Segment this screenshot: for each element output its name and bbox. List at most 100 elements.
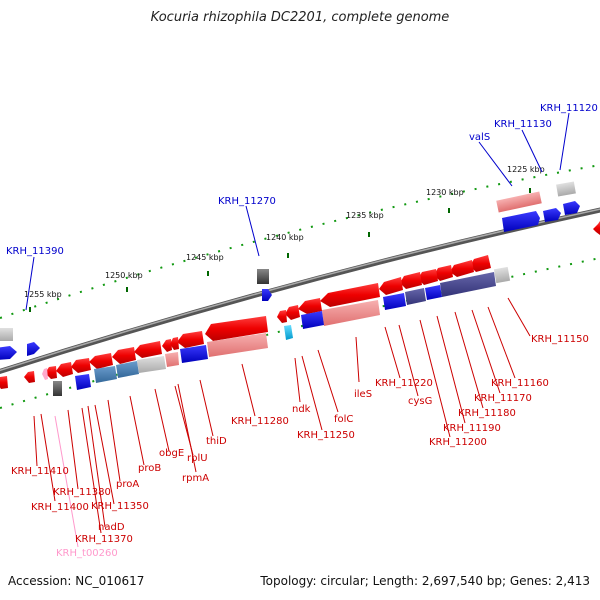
scale-label: 1250 kbp — [105, 271, 143, 280]
gene-label[interactable]: KRH_11120 — [540, 103, 598, 114]
gene-feature[interactable] — [45, 366, 57, 379]
gene-feature[interactable] — [27, 342, 40, 356]
gene-feature[interactable] — [425, 285, 442, 300]
gene-feature[interactable] — [162, 339, 172, 352]
gene-feature[interactable] — [71, 358, 91, 373]
gene-feature[interactable] — [134, 341, 162, 358]
gene-label[interactable]: KRH_11170 — [474, 393, 532, 404]
gene-label[interactable]: rplU — [187, 453, 208, 464]
gene-label[interactable]: ileS — [354, 389, 372, 400]
gene-feature[interactable] — [284, 325, 293, 340]
gene-label[interactable]: KRH_11160 — [491, 378, 549, 389]
gene-label[interactable]: KRH_11270 — [218, 196, 276, 207]
gene-label[interactable]: rpmA — [182, 473, 209, 484]
gene-feature[interactable] — [207, 333, 268, 357]
gene-feature[interactable] — [116, 361, 139, 378]
forward-genes — [0, 181, 580, 360]
gene-feature[interactable] — [137, 356, 166, 373]
gene-feature[interactable] — [94, 366, 117, 383]
scale-label: 1255 kbp — [24, 290, 62, 299]
gene-feature[interactable] — [493, 266, 511, 284]
gene-feature[interactable] — [450, 260, 474, 277]
reverse-genes — [0, 221, 600, 389]
gene-feature[interactable] — [262, 289, 272, 301]
inner-label-connectors — [33, 297, 531, 534]
lower-row-genes — [53, 266, 511, 396]
gene-feature[interactable] — [556, 181, 576, 197]
gene-label[interactable]: KRH_11130 — [494, 119, 552, 130]
gene-label[interactable]: KRH_11180 — [458, 408, 516, 419]
accession-text: Accession: NC_010617 — [8, 574, 145, 588]
trna-label[interactable]: KRH_t00260 — [56, 548, 118, 559]
gene-feature[interactable] — [496, 191, 542, 213]
gene-label[interactable]: KRH_11200 — [429, 437, 487, 448]
gene-feature[interactable] — [0, 346, 17, 360]
gene-feature[interactable] — [180, 345, 208, 363]
gene-label[interactable]: KRH_11280 — [231, 416, 289, 427]
gene-label[interactable]: KRH_11150 — [531, 334, 589, 345]
gene-label[interactable]: thiD — [206, 436, 227, 447]
map-title: Kocuria rhizophila DC2201, complete geno… — [150, 10, 450, 25]
gene-feature[interactable] — [320, 283, 380, 307]
gene-label[interactable]: folC — [334, 414, 353, 425]
gene-feature[interactable] — [56, 362, 73, 377]
gene-label[interactable]: proA — [116, 479, 139, 490]
gene-feature[interactable] — [593, 221, 600, 235]
gene-label[interactable]: KRH_11250 — [297, 430, 355, 441]
outer-label-connectors — [25, 112, 570, 311]
gene-label[interactable]: KRH_11190 — [443, 423, 501, 434]
scale-label: 1230 kbp — [426, 188, 464, 197]
gene-feature[interactable] — [322, 300, 380, 326]
scale-label: 1235 kbp — [346, 211, 384, 220]
gene-feature[interactable] — [205, 316, 268, 341]
gene-label[interactable]: proB — [138, 463, 161, 474]
gene-feature[interactable] — [277, 310, 287, 323]
scale-label: 1225 kbp — [507, 165, 545, 174]
gene-label[interactable]: KRH_11380 — [53, 487, 111, 498]
gene-feature[interactable] — [440, 272, 496, 297]
scale-ring-outer — [0, 164, 600, 319]
gene-feature[interactable] — [405, 288, 426, 305]
outer-gene-labels: KRH_11120 KRH_11130 valS KRH_11270 KRH_1… — [6, 103, 598, 257]
gene-feature[interactable] — [400, 272, 422, 289]
gene-label[interactable]: ndk — [292, 404, 311, 415]
gene-feature[interactable] — [89, 353, 113, 369]
gene-feature[interactable] — [53, 381, 62, 396]
gene-feature[interactable] — [434, 265, 453, 281]
gene-feature[interactable] — [298, 298, 322, 314]
inner-gene-labels: KRH_11150 KRH_11160 KRH_11170 KRH_11180 … — [11, 334, 589, 559]
gene-feature[interactable] — [24, 371, 35, 383]
gene-label[interactable]: obgE — [159, 448, 184, 459]
gene-feature[interactable] — [177, 331, 204, 348]
gene-label[interactable]: nadD — [98, 522, 125, 533]
gene-label[interactable]: KRH_11370 — [75, 534, 133, 545]
gene-feature[interactable] — [563, 201, 580, 215]
gene-label[interactable]: KRH_11350 — [91, 501, 149, 512]
gene-label[interactable]: KRH_11400 — [31, 502, 89, 513]
gene-feature[interactable] — [112, 347, 136, 364]
scale-labels: 1225 kbp 1230 kbp 1235 kbp 1240 kbp 1245… — [24, 165, 545, 299]
gene-label[interactable]: cysG — [408, 396, 432, 407]
gene-feature[interactable] — [418, 269, 438, 285]
gene-feature[interactable] — [285, 305, 300, 320]
gene-feature[interactable] — [75, 374, 91, 390]
gene-label[interactable]: KRH_11410 — [11, 466, 69, 477]
gene-feature[interactable] — [543, 208, 561, 222]
gene-label[interactable]: KRH_11390 — [6, 246, 64, 257]
gene-feature[interactable] — [0, 328, 13, 341]
gene-feature[interactable] — [165, 352, 179, 367]
gene-feature[interactable] — [470, 255, 491, 272]
gene-feature[interactable] — [0, 376, 8, 389]
gene-feature[interactable] — [383, 293, 406, 310]
scale-label: 1240 kbp — [266, 233, 304, 242]
gene-feature[interactable] — [301, 311, 324, 329]
gene-feature[interactable] — [502, 211, 540, 232]
trna-feature[interactable] — [42, 368, 48, 380]
gene-feature[interactable] — [379, 277, 403, 295]
gene-label[interactable]: KRH_11220 — [375, 378, 433, 389]
trna-connector — [54, 415, 79, 548]
gene-feature[interactable] — [170, 337, 179, 350]
gene-label[interactable]: valS — [469, 132, 490, 143]
gene-feature[interactable] — [257, 269, 269, 284]
